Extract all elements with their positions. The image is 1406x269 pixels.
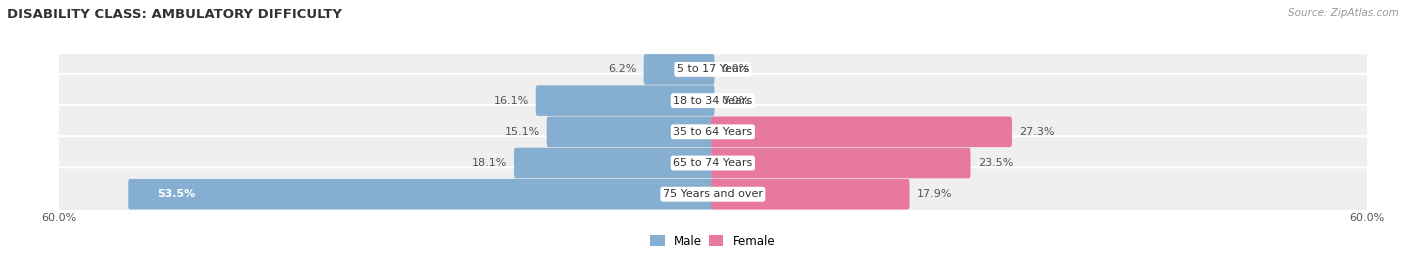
FancyBboxPatch shape (711, 148, 970, 178)
Text: 6.2%: 6.2% (609, 64, 637, 75)
FancyBboxPatch shape (55, 167, 1371, 221)
Text: 75 Years and over: 75 Years and over (662, 189, 763, 199)
Text: 18 to 34 Years: 18 to 34 Years (673, 95, 752, 106)
Text: DISABILITY CLASS: AMBULATORY DIFFICULTY: DISABILITY CLASS: AMBULATORY DIFFICULTY (7, 8, 342, 21)
Text: 27.3%: 27.3% (1019, 127, 1054, 137)
FancyBboxPatch shape (711, 179, 910, 210)
FancyBboxPatch shape (55, 74, 1371, 128)
Text: 0.0%: 0.0% (721, 95, 749, 106)
Text: 15.1%: 15.1% (505, 127, 540, 137)
Text: 5 to 17 Years: 5 to 17 Years (676, 64, 749, 75)
Text: 65 to 74 Years: 65 to 74 Years (673, 158, 752, 168)
FancyBboxPatch shape (515, 148, 714, 178)
Text: 18.1%: 18.1% (471, 158, 508, 168)
Text: 17.9%: 17.9% (917, 189, 952, 199)
Text: 0.0%: 0.0% (721, 64, 749, 75)
FancyBboxPatch shape (536, 85, 714, 116)
FancyBboxPatch shape (55, 136, 1371, 190)
Text: 23.5%: 23.5% (977, 158, 1012, 168)
FancyBboxPatch shape (644, 54, 714, 85)
Text: 35 to 64 Years: 35 to 64 Years (673, 127, 752, 137)
Text: 53.5%: 53.5% (157, 189, 195, 199)
FancyBboxPatch shape (547, 116, 714, 147)
FancyBboxPatch shape (55, 105, 1371, 159)
Legend: Male, Female: Male, Female (651, 235, 775, 247)
Text: Source: ZipAtlas.com: Source: ZipAtlas.com (1288, 8, 1399, 18)
FancyBboxPatch shape (711, 116, 1012, 147)
FancyBboxPatch shape (128, 179, 714, 210)
Text: 16.1%: 16.1% (494, 95, 529, 106)
FancyBboxPatch shape (55, 43, 1371, 96)
